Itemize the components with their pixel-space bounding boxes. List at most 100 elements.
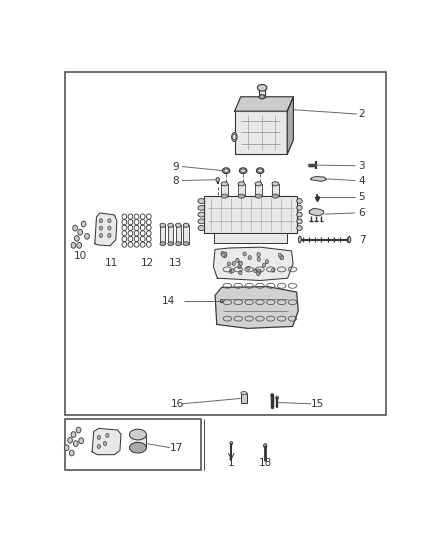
Text: 15: 15 bbox=[311, 399, 324, 409]
Circle shape bbox=[258, 269, 261, 273]
Ellipse shape bbox=[223, 168, 230, 174]
Text: 2: 2 bbox=[359, 109, 365, 119]
Ellipse shape bbox=[297, 212, 302, 217]
Circle shape bbox=[103, 441, 107, 446]
Ellipse shape bbox=[255, 194, 262, 198]
Text: 14: 14 bbox=[162, 296, 175, 306]
Polygon shape bbox=[92, 429, 121, 455]
Ellipse shape bbox=[160, 241, 166, 246]
Circle shape bbox=[231, 269, 234, 273]
Ellipse shape bbox=[272, 182, 279, 186]
Circle shape bbox=[78, 229, 83, 235]
Ellipse shape bbox=[129, 429, 146, 440]
Circle shape bbox=[238, 265, 241, 269]
Circle shape bbox=[216, 177, 219, 182]
Circle shape bbox=[247, 266, 250, 270]
Bar bbox=[221, 184, 228, 196]
Ellipse shape bbox=[176, 223, 181, 227]
Ellipse shape bbox=[184, 241, 189, 246]
Text: 1: 1 bbox=[228, 458, 235, 468]
Ellipse shape bbox=[168, 241, 173, 246]
Circle shape bbox=[230, 441, 233, 445]
Circle shape bbox=[236, 258, 239, 262]
Bar bbox=[176, 225, 181, 244]
Bar bbox=[235, 111, 287, 154]
Circle shape bbox=[79, 438, 84, 443]
Circle shape bbox=[85, 233, 89, 239]
Circle shape bbox=[76, 427, 81, 433]
Circle shape bbox=[71, 432, 76, 438]
Ellipse shape bbox=[160, 223, 166, 227]
Circle shape bbox=[278, 253, 282, 257]
Polygon shape bbox=[235, 97, 293, 111]
Circle shape bbox=[254, 269, 257, 273]
Circle shape bbox=[280, 256, 283, 260]
Text: 5: 5 bbox=[359, 192, 365, 202]
Text: 6: 6 bbox=[359, 208, 365, 218]
Bar bbox=[204, 196, 297, 233]
Ellipse shape bbox=[240, 168, 247, 174]
Circle shape bbox=[257, 272, 260, 276]
Text: 8: 8 bbox=[172, 175, 179, 185]
Polygon shape bbox=[95, 213, 117, 246]
Bar bbox=[160, 225, 166, 244]
Circle shape bbox=[239, 261, 242, 265]
Ellipse shape bbox=[298, 236, 301, 243]
Ellipse shape bbox=[241, 391, 247, 395]
Circle shape bbox=[97, 445, 101, 448]
Ellipse shape bbox=[198, 225, 205, 231]
Circle shape bbox=[264, 443, 267, 448]
Text: 17: 17 bbox=[170, 443, 183, 453]
Circle shape bbox=[227, 262, 230, 266]
Ellipse shape bbox=[129, 442, 146, 453]
Ellipse shape bbox=[176, 241, 181, 246]
Polygon shape bbox=[309, 208, 324, 216]
Ellipse shape bbox=[221, 182, 228, 186]
Ellipse shape bbox=[232, 133, 237, 142]
Polygon shape bbox=[215, 287, 298, 328]
Circle shape bbox=[280, 255, 283, 259]
Text: 9: 9 bbox=[172, 161, 179, 172]
Ellipse shape bbox=[258, 84, 267, 91]
Ellipse shape bbox=[168, 223, 173, 227]
Ellipse shape bbox=[272, 194, 279, 198]
Circle shape bbox=[99, 226, 102, 230]
Circle shape bbox=[64, 445, 69, 450]
Text: 18: 18 bbox=[258, 458, 272, 468]
Ellipse shape bbox=[297, 205, 302, 211]
Circle shape bbox=[271, 393, 273, 397]
Ellipse shape bbox=[198, 205, 205, 211]
Bar bbox=[214, 233, 287, 243]
Polygon shape bbox=[213, 247, 293, 280]
Circle shape bbox=[99, 233, 102, 238]
Circle shape bbox=[272, 268, 275, 272]
Bar bbox=[184, 225, 189, 244]
Bar bbox=[130, 434, 146, 448]
Text: 11: 11 bbox=[105, 258, 118, 268]
Ellipse shape bbox=[256, 168, 264, 174]
Polygon shape bbox=[287, 97, 293, 154]
Circle shape bbox=[262, 263, 266, 267]
Ellipse shape bbox=[198, 219, 205, 224]
Circle shape bbox=[239, 271, 242, 274]
Text: 16: 16 bbox=[170, 399, 184, 409]
Circle shape bbox=[239, 261, 242, 265]
Circle shape bbox=[108, 226, 111, 230]
Circle shape bbox=[108, 219, 111, 223]
Circle shape bbox=[230, 269, 233, 273]
Circle shape bbox=[243, 252, 246, 256]
Circle shape bbox=[276, 396, 279, 399]
Ellipse shape bbox=[198, 199, 205, 204]
Ellipse shape bbox=[297, 219, 302, 224]
Bar bbox=[272, 184, 279, 196]
Ellipse shape bbox=[198, 212, 205, 217]
Bar bbox=[259, 88, 265, 97]
Text: 13: 13 bbox=[169, 258, 182, 268]
Circle shape bbox=[222, 253, 225, 257]
Bar bbox=[241, 393, 247, 403]
Circle shape bbox=[108, 233, 111, 238]
Circle shape bbox=[77, 243, 81, 248]
Ellipse shape bbox=[297, 199, 302, 204]
Circle shape bbox=[258, 270, 261, 274]
Circle shape bbox=[232, 262, 235, 265]
